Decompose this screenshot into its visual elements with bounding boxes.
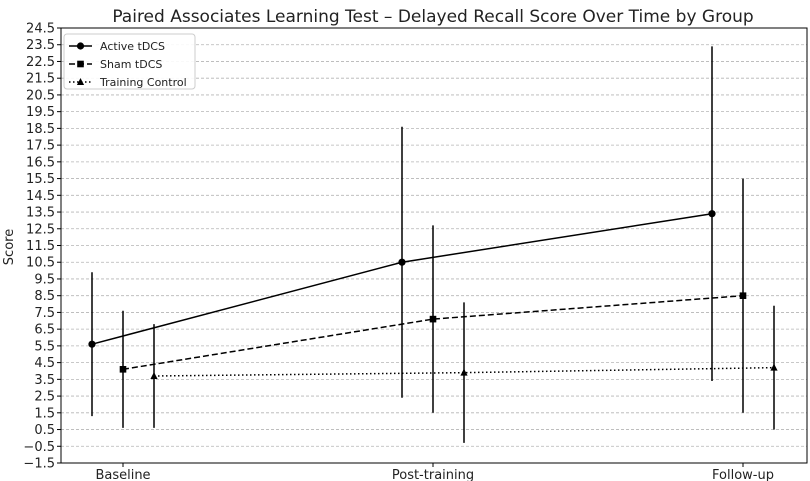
grid [61,27,807,464]
y-tick-label: 0.5 [34,423,55,438]
legend-box [63,33,196,90]
legend-label: Active tDCS [100,40,165,53]
y-tick-label: 24.5 [26,22,55,37]
y-tick-label: 12.5 [26,222,55,237]
data-point [739,292,747,299]
x-axis: Baseline Post-training Follow-up [95,463,774,481]
y-axis-label: Score [2,229,17,265]
y-tick-label: 13.5 [26,206,55,221]
y-tick-label: 21.5 [26,72,55,87]
series-line [122,294,744,371]
y-tick-label: −1.5 [23,457,55,472]
y-tick-label: 2.5 [34,390,55,405]
y-tick-label: 6.5 [34,323,55,338]
y-tick-label: 17.5 [26,139,55,154]
data-point [119,366,127,373]
y-tick-label: 11.5 [26,239,55,254]
plot-area [88,46,778,443]
series-active-tdcs [88,46,716,417]
plot-frame [60,27,808,464]
x-tick-label: Post-training [392,468,474,481]
y-tick-label: 9.5 [34,272,55,287]
data-point [708,210,716,218]
y-tick-label: 1.5 [34,406,55,421]
data-point [88,340,96,348]
legend-label: Training Control [99,76,187,89]
series-sham-tdcs [119,178,747,428]
data-point [398,258,406,266]
y-tick-label: 10.5 [26,256,55,271]
legend: Active tDCS Sham tDCS Training Control [63,33,196,90]
y-tick-label: 20.5 [26,88,55,103]
y-axis: −1.5 −0.5 0.5 1.52.5 3.5 4.5 5.56.5 7.5 8.5 9.510… [23,22,61,472]
data-point [150,372,158,379]
x-tick-label: Follow-up [712,468,774,481]
data-point [429,315,437,323]
data-point [460,368,468,376]
y-tick-label: 16.5 [26,155,55,170]
legend-label: Sham tDCS [100,58,162,71]
y-tick-label: 22.5 [26,55,55,70]
y-tick-label: 5.5 [34,339,55,354]
y-tick-label: 3.5 [34,373,55,388]
data-point [770,363,778,371]
y-tick-label: 18.5 [26,122,55,137]
y-tick-label: 8.5 [34,289,55,304]
y-tick-label: 15.5 [26,172,55,187]
series-line [153,366,775,377]
y-tick-label: 14.5 [26,189,55,204]
data-point [76,42,85,50]
y-tick-label: 19.5 [26,105,55,120]
y-tick-label: 23.5 [26,38,55,53]
x-tick-label: Baseline [95,468,150,481]
series-training-control [150,302,778,443]
data-point [76,78,85,85]
chart-title: Paired Associates Learning Test – Delaye… [112,7,753,27]
y-tick-label: −0.5 [23,440,55,455]
data-point [77,60,84,68]
y-tick-label: 7.5 [34,306,55,321]
y-tick-label: 4.5 [34,356,55,371]
